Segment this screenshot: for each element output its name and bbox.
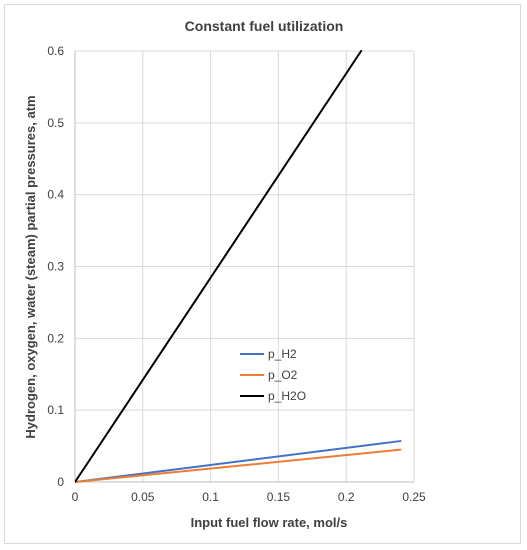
axes <box>74 51 414 483</box>
series-line-p-o2 <box>75 448 402 483</box>
legend-label: p_O2 <box>268 368 298 382</box>
x-axis-title: Input fuel flow rate, mol/s <box>191 515 348 530</box>
legend: p_H2 p_O2 p_H2O <box>240 347 306 403</box>
x-tick-label: 0.2 <box>338 490 355 504</box>
y-tick-label: 0.4 <box>47 188 64 202</box>
y-tick-label: 0 <box>57 475 64 489</box>
legend-label: p_H2 <box>268 347 297 361</box>
y-tick-labels: 0 0.1 0.2 0.3 0.4 0.5 0.6 <box>47 44 64 489</box>
x-tick-label: 0.1 <box>202 490 219 504</box>
x-tick-label: 0.05 <box>131 490 155 504</box>
y-axis-title: Hydrogen, oxygen, water (steam) partial … <box>23 95 38 438</box>
y-tick-label: 0.1 <box>47 403 64 417</box>
x-tick-label: 0.25 <box>402 490 426 504</box>
x-tick-label: 0 <box>72 490 79 504</box>
chart-title: Constant fuel utilization <box>185 18 344 34</box>
series-line-p-h2 <box>75 440 402 483</box>
y-tick-label: 0.5 <box>47 116 64 130</box>
plot-series <box>75 50 402 483</box>
chart-area <box>4 4 521 544</box>
series-line-p-h2o <box>75 50 363 483</box>
y-tick-label: 0.2 <box>47 331 64 345</box>
y-tick-label: 0.6 <box>47 44 64 58</box>
gridlines <box>75 50 415 482</box>
legend-label: p_H2O <box>268 389 306 403</box>
x-tick-labels: 0 0.05 0.1 0.15 0.2 0.25 <box>72 490 426 504</box>
y-tick-label: 0.3 <box>47 260 64 274</box>
x-tick-label: 0.15 <box>267 490 291 504</box>
